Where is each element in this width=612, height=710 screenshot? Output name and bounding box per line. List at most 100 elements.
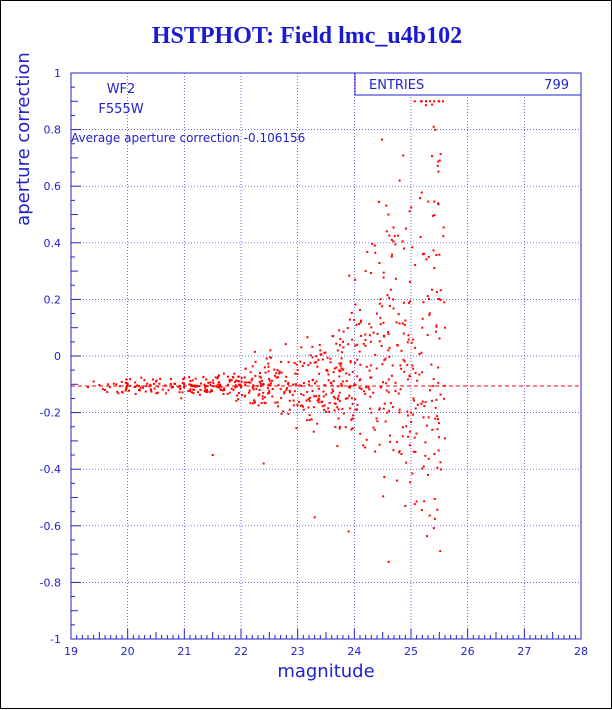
data-point	[330, 381, 333, 384]
data-point	[210, 390, 213, 393]
data-point	[430, 399, 433, 402]
data-point	[356, 403, 359, 406]
data-point	[338, 362, 341, 365]
data-point	[389, 434, 392, 437]
data-point	[331, 384, 334, 387]
data-point	[434, 417, 437, 420]
data-point	[199, 393, 202, 396]
data-point	[273, 368, 276, 371]
data-point	[360, 319, 363, 322]
data-point	[436, 415, 439, 418]
data-point	[280, 412, 283, 415]
data-point	[424, 441, 427, 444]
data-point	[342, 346, 345, 349]
data-point	[341, 384, 344, 387]
data-point	[325, 410, 328, 413]
data-point	[402, 332, 405, 335]
data-point	[383, 476, 386, 479]
data-point	[369, 395, 372, 398]
data-point	[420, 509, 423, 512]
data-point	[334, 397, 337, 400]
data-point	[401, 240, 404, 243]
data-point	[203, 385, 206, 388]
data-point	[238, 383, 241, 386]
data-point	[391, 405, 394, 408]
data-point	[322, 390, 325, 393]
data-point	[212, 385, 215, 388]
data-point	[406, 363, 409, 366]
data-point	[439, 153, 442, 156]
data-point	[376, 420, 379, 423]
data-point	[322, 395, 325, 398]
data-point	[403, 370, 406, 373]
data-point	[228, 380, 231, 383]
data-point	[248, 389, 251, 392]
data-point	[348, 386, 351, 389]
data-point	[292, 383, 295, 386]
data-point	[408, 280, 411, 283]
data-point	[283, 390, 286, 393]
data-point	[373, 244, 376, 247]
data-point	[334, 425, 337, 428]
data-point	[402, 358, 405, 361]
data-point	[326, 370, 329, 373]
data-point	[170, 378, 173, 381]
data-point	[228, 378, 231, 381]
data-point	[315, 355, 318, 358]
data-point	[252, 402, 255, 405]
data-point	[386, 411, 389, 414]
data-point	[411, 364, 414, 367]
data-point	[378, 302, 381, 305]
data-point	[382, 276, 385, 279]
data-point	[262, 391, 265, 394]
data-point	[267, 383, 270, 386]
data-point	[258, 393, 261, 396]
data-point	[152, 382, 155, 385]
data-point	[351, 370, 354, 373]
stats-entries-label: ENTRIES	[369, 78, 424, 93]
data-point	[377, 200, 380, 203]
data-point	[288, 389, 291, 392]
data-point	[427, 416, 430, 419]
data-point	[320, 353, 323, 356]
data-point	[412, 450, 415, 453]
stats-box-frame	[354, 72, 582, 96]
axis-ticks	[70, 72, 582, 640]
data-point	[403, 247, 406, 250]
data-point	[338, 369, 341, 372]
data-point	[338, 375, 341, 378]
data-point	[413, 436, 416, 439]
data-point	[313, 516, 316, 519]
data-point	[148, 385, 151, 388]
data-point	[356, 358, 359, 361]
data-point	[217, 375, 220, 378]
data-point	[209, 384, 212, 387]
data-point	[239, 383, 242, 386]
x-tick-labels: 19 20 21 22 23 24 25 26 27 28	[64, 645, 588, 658]
data-point	[411, 472, 414, 475]
y-tick-label: 0.8	[44, 124, 62, 137]
data-point	[437, 449, 440, 452]
data-point	[129, 384, 132, 387]
data-point	[117, 392, 120, 395]
data-point	[182, 382, 185, 385]
data-point	[253, 400, 256, 403]
data-point	[183, 386, 186, 389]
data-point	[382, 271, 385, 274]
data-point	[287, 361, 290, 364]
data-point	[370, 271, 373, 274]
data-point	[437, 436, 440, 439]
data-point	[311, 390, 314, 393]
data-point	[349, 407, 352, 410]
data-point	[354, 344, 357, 347]
data-point	[254, 374, 257, 377]
data-point	[421, 326, 424, 329]
data-point	[340, 367, 343, 370]
data-point	[98, 384, 101, 387]
data-point	[318, 394, 321, 397]
data-point	[390, 374, 393, 377]
data-point	[149, 383, 152, 386]
data-point	[327, 379, 330, 382]
data-point	[425, 100, 428, 103]
data-point	[284, 343, 287, 346]
